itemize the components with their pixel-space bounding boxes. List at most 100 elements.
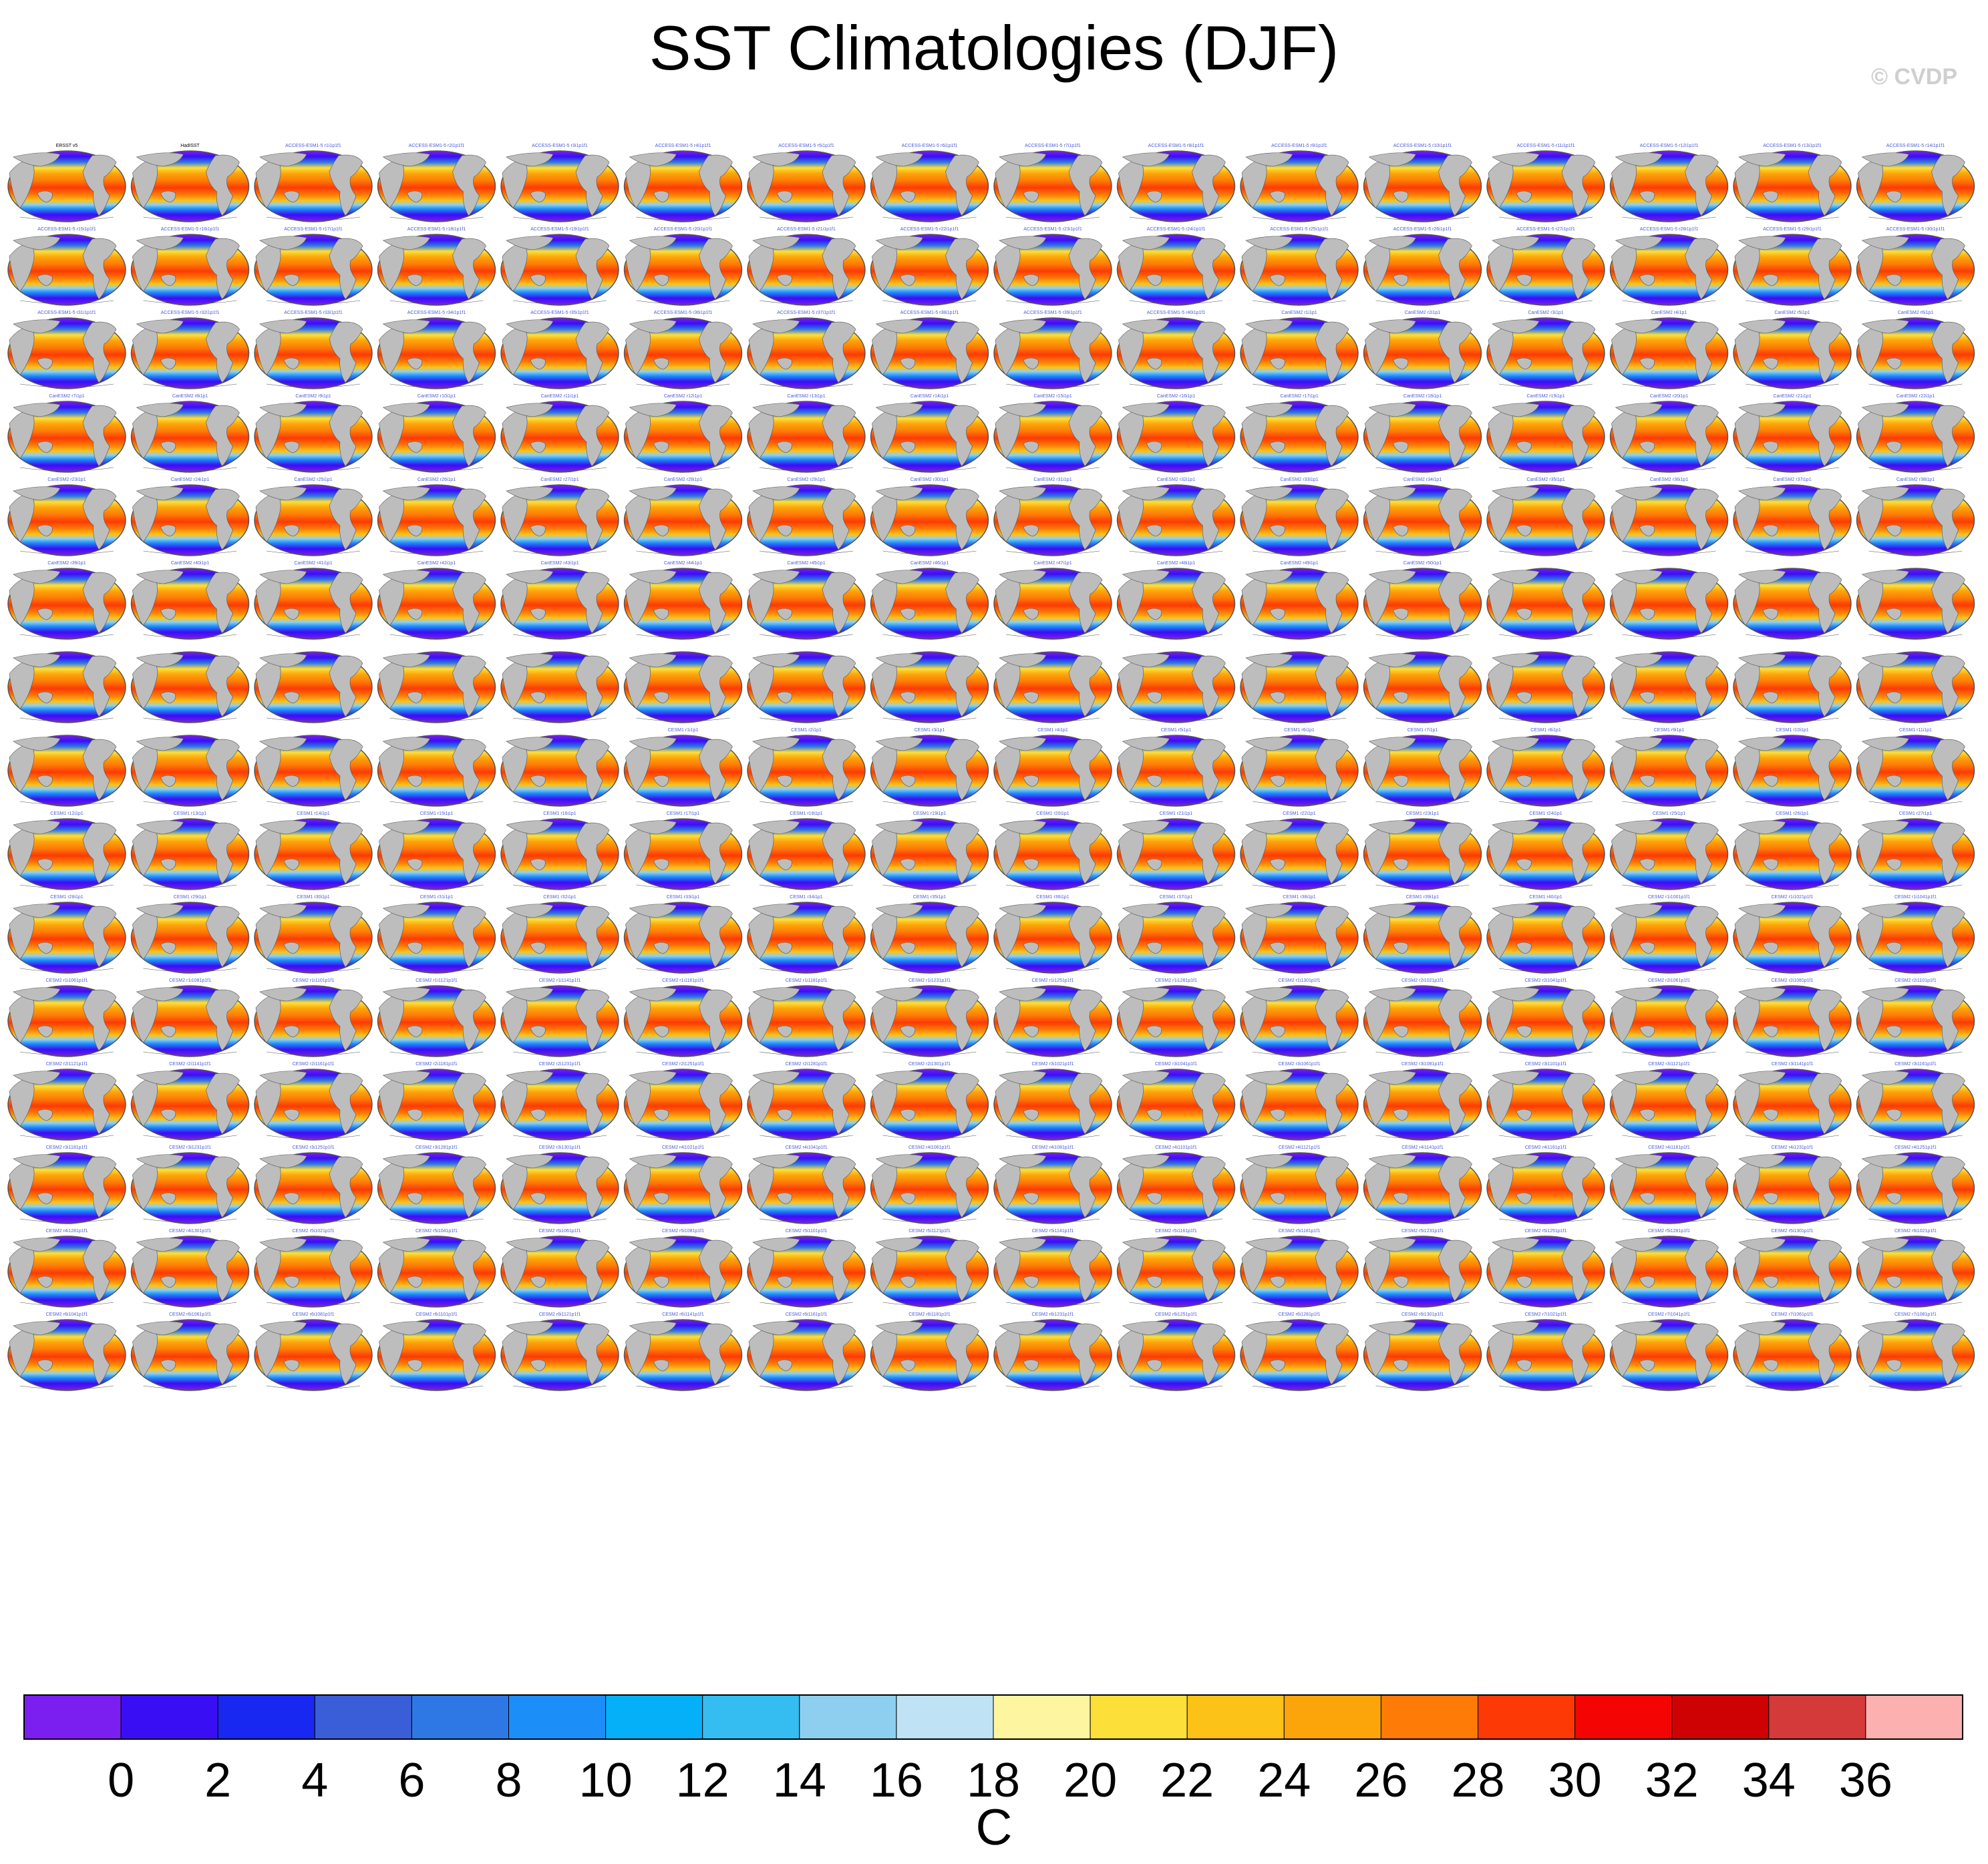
sst-panel: CanESM2 r45i1p1 (747, 561, 866, 640)
panel-title: ACCESS-ESM1-5 r36i1p1f1 (654, 311, 713, 315)
panel-title: HadISST (180, 144, 200, 148)
land-mass (1615, 1321, 1663, 1336)
sst-panel: CESM2 r3i1061p1f1 (1240, 1062, 1359, 1141)
sst-panel: ACCESS-ESM1-5 r11i1p1f1 (1486, 144, 1605, 222)
land-mass (1252, 1135, 1347, 1139)
land-mass (1315, 1156, 1349, 1218)
land-mass (875, 1238, 923, 1252)
land-mass (752, 570, 800, 584)
sst-panel: CanESM2 r24i1p1 (130, 478, 250, 556)
sst-panel: CESM1 r31i1p1 (377, 895, 496, 974)
sst-panel: ACCESS-ESM1-5 r10i1p1f1 (1363, 144, 1482, 222)
land-mass (776, 1025, 792, 1038)
sst-panel: CESM2 r4i1081p1f1 (993, 1145, 1112, 1224)
land-mass (699, 1156, 733, 1218)
land-mass (1738, 1238, 1786, 1252)
land-mass (1868, 1218, 1963, 1223)
land-mass (636, 801, 730, 805)
sst-panel: CESM2 r1i1281p1f1 (1116, 978, 1236, 1057)
sst-panel: CESM2 r1i1301p1f1 (1240, 978, 1359, 1057)
land-mass (160, 1025, 176, 1038)
panel-title: CESM2 r5i1101p1f1 (786, 1229, 828, 1234)
land-mass (900, 1359, 916, 1372)
sst-panel: ACCESS-ESM1-5 r4i1p1f1 (623, 144, 743, 222)
land-mass (1868, 634, 1963, 638)
panel-title: ACCESS-ESM1-5 r20i1p1f1 (654, 227, 713, 232)
panel-title: CESM2 r1i1021p1f1 (1771, 895, 1813, 900)
land-mass (1315, 405, 1349, 467)
sst-panel: ACCESS-ESM1-5 r39i1p1f1 (993, 311, 1112, 389)
land-mass (1252, 467, 1347, 472)
land-mass (900, 1109, 916, 1121)
land-mass (653, 357, 669, 370)
land-mass (636, 634, 730, 638)
land-mass (575, 1156, 610, 1218)
sst-panel: CanESM2 r36i1p1 (1609, 478, 1729, 556)
sst-panel: CESM2 r2i1161p1f1 (254, 1062, 373, 1141)
land-mass (1068, 488, 1103, 550)
panel-title: ACCESS-ESM1-5 r7i1p1f1 (1025, 144, 1081, 148)
sst-panel: ACCESS-ESM1-5 r8i1p1f1 (1116, 144, 1236, 222)
sst-panel: CESM2 r2i1101p1f1 (1856, 978, 1975, 1057)
land-mass (1122, 1154, 1170, 1169)
land-mass (875, 486, 923, 501)
land-mass (1685, 405, 1719, 467)
land-mass (1315, 1323, 1349, 1385)
land-mass (1368, 1238, 1416, 1252)
land-mass (1252, 884, 1347, 889)
sst-panel: CanESM2 r44i1p1 (623, 561, 743, 640)
land-mass (1931, 906, 1965, 968)
land-mass (329, 238, 363, 300)
land-mass (1745, 884, 1840, 889)
land-mass (13, 1238, 61, 1252)
land-mass (1122, 319, 1170, 334)
land-mass (1122, 1321, 1170, 1336)
panel-title: CESM1 r17i1p1 (667, 811, 700, 816)
colorbar-tick-label: 6 (398, 1754, 425, 1807)
land-mass (1245, 904, 1293, 918)
sst-panel (1486, 568, 1605, 640)
land-mass (1868, 801, 1963, 805)
panel-title: ACCESS-ESM1-5 r5i1p1f1 (778, 144, 834, 148)
land-mass (206, 1240, 240, 1302)
land-mass (389, 1135, 484, 1139)
figure-title: SST Climatologies (DJF) (649, 13, 1339, 83)
sst-panel: CanESM2 r35i1p1 (1486, 478, 1605, 556)
land-mass (329, 1240, 363, 1302)
land-mass (1861, 319, 1909, 334)
land-mass (1861, 1071, 1909, 1085)
panel-title: CanESM2 r49i1p1 (1280, 561, 1318, 566)
land-mass (1516, 1359, 1532, 1372)
land-mass (1375, 550, 1470, 555)
land-mass (759, 383, 854, 388)
sst-panel: CESM1 r14i1p1 (254, 811, 373, 890)
colorbar-tick-label: 26 (1354, 1754, 1407, 1807)
land-mass (1368, 820, 1416, 835)
land-mass (1368, 987, 1416, 1002)
land-mass (1745, 300, 1840, 305)
land-mass (636, 884, 730, 889)
land-mass (575, 572, 610, 634)
sst-panel: ACCESS-ESM1-5 r6i1p1f1 (870, 144, 989, 222)
panel-title: CanESM2 r26i1p1 (418, 478, 456, 482)
land-mass (699, 572, 733, 634)
colorbar-tick-label: 32 (1645, 1754, 1699, 1807)
panel-title: CESM1 r24i1p1 (1529, 811, 1562, 816)
sst-panel: CanESM2 r6i1p1 (1856, 311, 1975, 389)
panel-title: CESM1 r9i1p1 (1654, 728, 1685, 733)
land-mass (530, 357, 546, 370)
land-mass (82, 739, 117, 801)
colorbar-swatch (314, 1694, 412, 1740)
land-mass (1685, 1323, 1719, 1385)
land-mass (19, 634, 114, 638)
land-mass (1745, 216, 1840, 221)
colorbar-tick-label: 8 (495, 1754, 522, 1807)
land-mass (1492, 737, 1540, 751)
land-mass (1129, 1302, 1223, 1306)
land-mass (999, 486, 1047, 501)
land-mass (1868, 717, 1963, 722)
panel-title: CESM2 r3i1251p1f1 (292, 1145, 334, 1150)
land-mass (1005, 383, 1100, 388)
panel-title: ACCESS-ESM1-5 r10i1p1f1 (1393, 144, 1452, 148)
sst-panel (500, 651, 619, 723)
